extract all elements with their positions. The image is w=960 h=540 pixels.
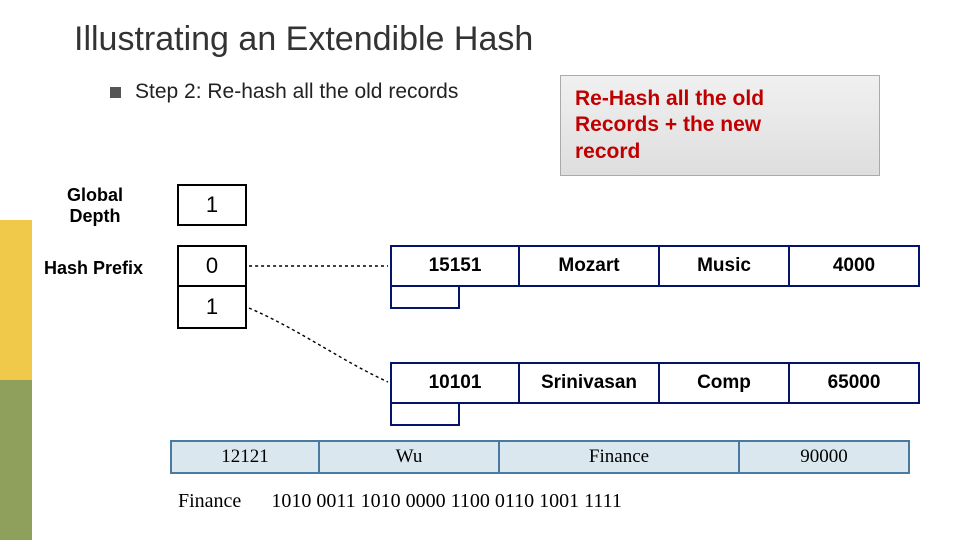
bucket-0-col-1: Mozart xyxy=(520,245,660,287)
decorative-sidebar xyxy=(0,220,32,540)
legacy-col-1: Wu xyxy=(320,440,500,474)
bucket-1-col-3: 65000 xyxy=(790,362,920,404)
callout-line1: Re-Hash all the old xyxy=(575,87,764,110)
callout-box: Re-Hash all the old Records + the new re… xyxy=(560,75,880,176)
bucket-0-stub xyxy=(390,287,460,309)
global-depth-l2: Depth xyxy=(70,206,121,226)
callout-line3: record xyxy=(575,140,640,163)
bullet-square-icon xyxy=(110,87,121,98)
bucket-0-col-3: 4000 xyxy=(790,245,920,287)
legacy-col-0: 12121 xyxy=(170,440,320,474)
hash-prefix-label: Hash Prefix xyxy=(44,258,143,279)
bullet-text: Step 2: Re-hash all the old records xyxy=(135,80,458,104)
legacy-col-2: Finance xyxy=(500,440,740,474)
binary-bits: 1010 0011 1010 0000 1100 0110 1001 1111 xyxy=(271,490,622,513)
sidebar-green xyxy=(0,380,32,540)
bucket-0-col-0: 15151 xyxy=(390,245,520,287)
sidebar-yellow xyxy=(0,220,32,380)
directory-entry-0: 0 xyxy=(177,245,247,287)
bucket-1-col-2: Comp xyxy=(660,362,790,404)
bucket-0-col-2: Music xyxy=(660,245,790,287)
bucket-0: 15151 Mozart Music 4000 xyxy=(390,245,920,287)
legacy-record-row: 12121 Wu Finance 90000 xyxy=(170,440,910,474)
bucket-1-stub xyxy=(390,404,460,426)
global-depth-l1: Global xyxy=(67,185,123,205)
directory-entry-1: 1 xyxy=(177,287,247,329)
binary-row: Finance 1010 0011 1010 0000 1100 0110 10… xyxy=(178,490,622,513)
bucket-1-col-1: Srinivasan xyxy=(520,362,660,404)
bullet-row: Step 2: Re-hash all the old records xyxy=(110,80,458,104)
callout-line2: Records + the new xyxy=(575,113,761,136)
bucket-1-col-0: 10101 xyxy=(390,362,520,404)
slide-title: Illustrating an Extendible Hash xyxy=(74,20,533,59)
binary-label: Finance xyxy=(178,490,241,513)
global-depth-label: Global Depth xyxy=(60,185,130,226)
bucket-1: 10101 Srinivasan Comp 65000 xyxy=(390,362,920,404)
legacy-col-3: 90000 xyxy=(740,440,910,474)
global-depth-cell: 1 xyxy=(177,184,247,226)
